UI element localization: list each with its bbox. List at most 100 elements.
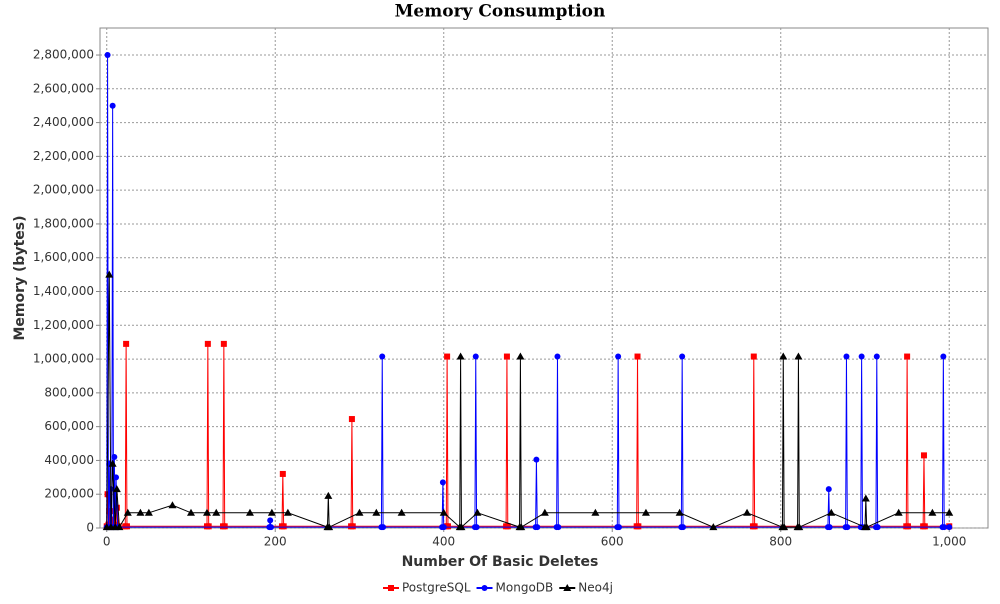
- marker: [379, 353, 386, 360]
- y-tick-label: 0: [86, 521, 94, 535]
- marker: [563, 584, 572, 591]
- marker: [904, 353, 911, 360]
- marker: [267, 508, 276, 516]
- marker: [825, 486, 832, 493]
- marker: [473, 508, 482, 516]
- marker: [123, 340, 130, 347]
- marker: [456, 352, 465, 360]
- y-tick-label: 2,200,000: [33, 149, 94, 163]
- marker: [325, 523, 334, 531]
- marker: [481, 585, 488, 591]
- marker: [457, 523, 466, 531]
- marker: [940, 353, 947, 360]
- marker: [123, 508, 132, 516]
- marker: [844, 524, 851, 531]
- marker: [106, 508, 113, 515]
- marker: [109, 102, 116, 109]
- marker: [533, 456, 540, 463]
- y-axis-label: Memory (bytes): [12, 215, 28, 340]
- marker: [245, 508, 254, 516]
- x-tick-label: 600: [601, 535, 624, 549]
- marker: [220, 340, 227, 347]
- marker: [324, 491, 333, 499]
- y-tick-label: 600,000: [44, 419, 94, 433]
- marker: [743, 508, 752, 516]
- series: [102, 270, 954, 531]
- marker: [750, 353, 757, 360]
- marker: [202, 508, 211, 516]
- marker: [894, 508, 903, 516]
- marker: [267, 517, 274, 524]
- marker: [105, 270, 114, 278]
- marker: [397, 508, 406, 516]
- marker: [473, 524, 480, 531]
- y-tick-label: 2,400,000: [33, 115, 94, 129]
- y-tick-label: 800,000: [44, 385, 94, 399]
- marker: [709, 523, 718, 531]
- marker: [472, 353, 479, 360]
- marker: [780, 523, 789, 531]
- x-tick-label: 800: [769, 535, 792, 549]
- marker: [349, 523, 356, 530]
- marker: [136, 508, 145, 516]
- marker: [372, 508, 381, 516]
- marker: [517, 523, 526, 531]
- marker: [380, 524, 387, 531]
- marker: [104, 52, 111, 59]
- marker: [444, 523, 451, 530]
- y-tick-label: 1,000,000: [33, 352, 94, 366]
- marker: [504, 523, 511, 530]
- x-tick-label: 1,000: [932, 535, 966, 549]
- marker: [115, 523, 124, 531]
- y-tick-label: 2,800,000: [33, 48, 94, 62]
- y-tick-label: 1,200,000: [33, 318, 94, 332]
- x-tick-label: 0: [103, 535, 111, 549]
- marker: [186, 508, 195, 516]
- marker: [675, 508, 684, 516]
- marker: [348, 416, 355, 423]
- x-tick-label: 200: [264, 535, 287, 549]
- marker: [874, 524, 881, 531]
- marker: [212, 508, 221, 516]
- marker: [388, 585, 394, 591]
- marker: [104, 491, 111, 498]
- marker: [205, 523, 212, 530]
- legend-label: PostgreSQL: [402, 581, 471, 595]
- marker: [615, 524, 622, 531]
- marker: [904, 523, 911, 530]
- marker: [921, 523, 928, 530]
- marker: [280, 523, 287, 530]
- x-axis-label: Number Of Basic Deletes: [402, 554, 599, 570]
- marker: [439, 479, 446, 486]
- marker: [751, 523, 758, 530]
- marker: [945, 508, 954, 516]
- legend-label: Neo4j: [578, 581, 613, 595]
- marker: [503, 353, 510, 360]
- y-tick-label: 1,800,000: [33, 216, 94, 230]
- marker: [204, 340, 211, 347]
- series: [103, 52, 953, 531]
- marker: [826, 524, 833, 531]
- marker: [283, 508, 292, 516]
- marker: [843, 353, 850, 360]
- legend: PostgreSQL MongoDB Neo4j: [383, 581, 613, 595]
- marker: [111, 454, 118, 461]
- marker: [591, 508, 600, 516]
- marker: [439, 508, 448, 516]
- y-tick-label: 400,000: [44, 453, 94, 467]
- marker: [615, 353, 622, 360]
- plot-area: [99, 27, 989, 529]
- marker: [221, 523, 228, 530]
- marker: [928, 508, 937, 516]
- marker: [123, 523, 130, 530]
- legend-label: MongoDB: [496, 581, 554, 595]
- marker: [641, 508, 650, 516]
- marker: [873, 353, 880, 360]
- marker: [679, 353, 686, 360]
- marker: [540, 508, 549, 516]
- marker: [440, 524, 447, 531]
- x-tick-label: 400: [432, 535, 455, 549]
- marker: [920, 452, 927, 459]
- marker: [554, 353, 561, 360]
- marker: [112, 485, 121, 493]
